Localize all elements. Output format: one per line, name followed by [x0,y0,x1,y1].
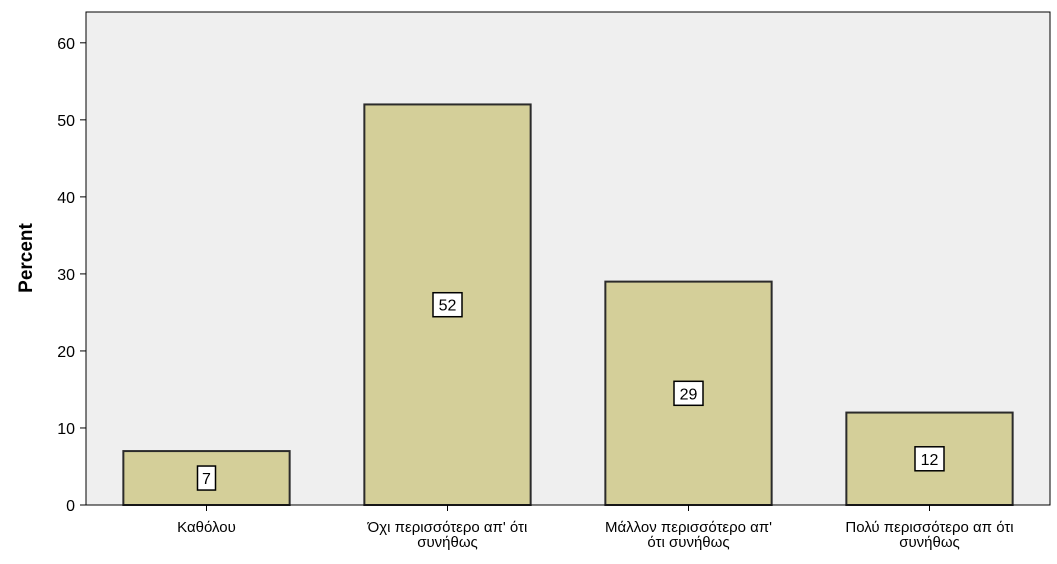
y-axis-label: Percent [16,222,37,292]
data-label-box [432,291,463,318]
data-label: 7 [202,471,211,488]
data-label-box [914,446,945,472]
data-label: 52 [439,298,457,315]
y-tick-label: 30 [57,267,75,284]
x-axis: Καθόλου Όχι περισσότερο απ' ότισυνήθωςΜάλ… [86,504,1050,551]
data-label: 12 [921,452,939,469]
x-tick-label: Όχι περισσότερο απ' ότι [367,519,528,536]
data-label-box [673,380,704,407]
y-tick-label: 10 [57,421,75,438]
x-tick-label: συνήθως [417,534,478,551]
y-tick-label: 20 [57,344,75,361]
x-tick-label: συνήθως [899,534,960,551]
x-tick-label: Καθόλου [177,519,236,536]
y-tick-label: 40 [57,190,75,207]
bar [604,280,773,506]
data-label: 29 [680,386,698,403]
data-label-box [196,465,217,491]
y-axis: 0 10 20 30 40 50 60 [57,12,87,515]
bars: 7 52 29 12 [122,103,1014,506]
x-tick-label: Μάλλον περισσότερο απ' [605,519,772,536]
y-tick-label: 60 [57,36,75,53]
y-tick-label: 50 [57,113,75,130]
y-tick-label: 0 [66,498,75,515]
x-tick-label: Πολύ περισσότερο απ ότι [845,519,1013,536]
x-tick-label: ότι συνήθως [647,534,729,551]
